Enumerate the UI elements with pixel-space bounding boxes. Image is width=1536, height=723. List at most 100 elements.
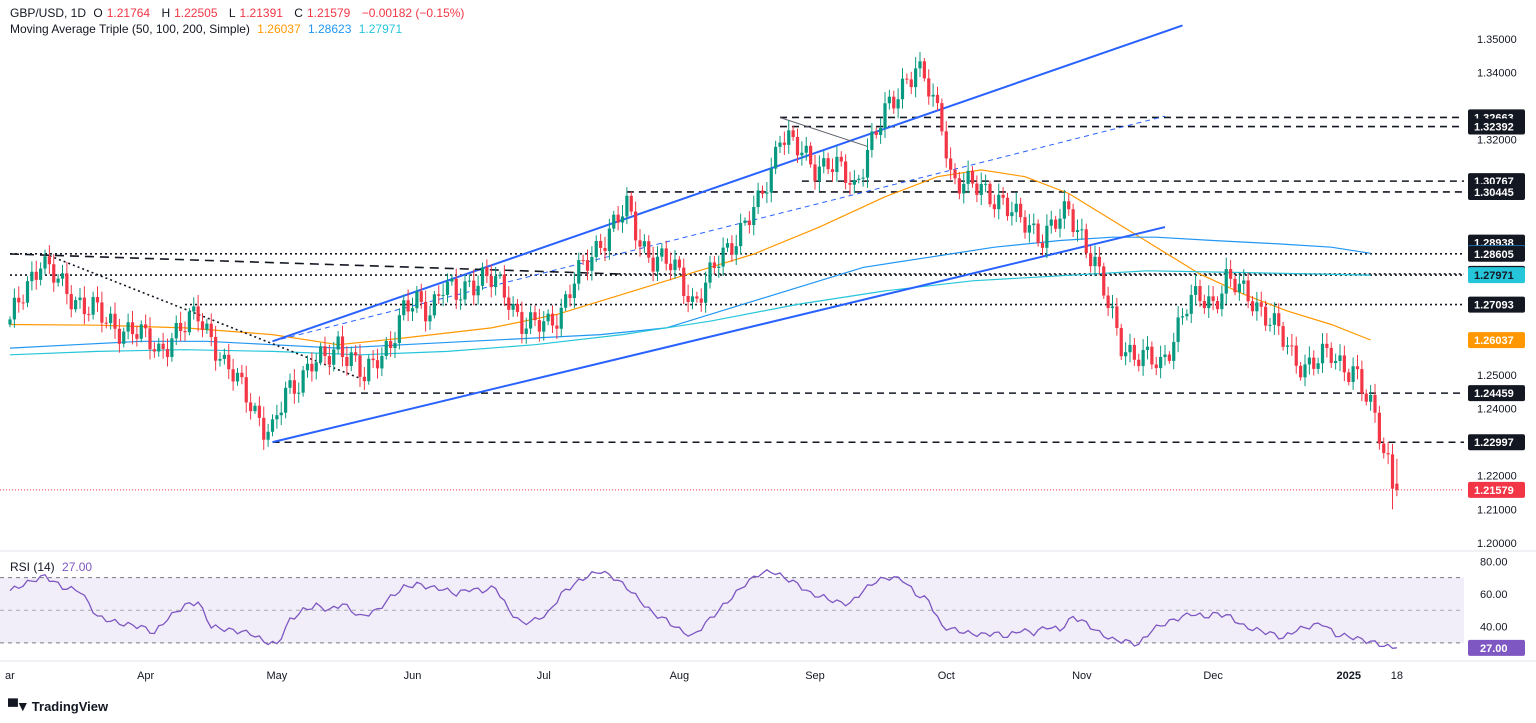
candle-body [288, 380, 292, 388]
candle-body [607, 228, 611, 252]
rsi-line [9, 569, 1397, 649]
candle [1373, 383, 1377, 423]
symbol-title[interactable]: GBP/USD, 1D [10, 6, 87, 20]
candle [1268, 317, 1272, 332]
candle-body [56, 278, 60, 283]
candle [1141, 339, 1145, 376]
candle-body [581, 260, 585, 262]
candle-body [52, 264, 56, 283]
candle [222, 348, 226, 365]
candle-body [113, 313, 117, 329]
candle [1255, 291, 1259, 321]
candle [655, 246, 660, 282]
candle-body [795, 137, 800, 156]
candle [524, 317, 528, 344]
candle-body [454, 278, 458, 300]
candle [1014, 192, 1018, 223]
candle [1272, 302, 1276, 335]
candle-body [861, 177, 865, 179]
candle [165, 338, 170, 367]
candle-body [1176, 317, 1180, 342]
candle [1119, 323, 1123, 361]
candle [1211, 286, 1215, 311]
candle [1307, 346, 1311, 375]
candle [8, 316, 12, 328]
candle [1229, 259, 1233, 288]
candle [970, 166, 975, 188]
candle-body [1229, 269, 1233, 279]
candle [323, 336, 327, 365]
time-axis-label: Apr [137, 670, 154, 682]
candle [607, 218, 611, 260]
candle-body [1124, 352, 1128, 357]
candle-body [577, 260, 581, 284]
candle-body [39, 268, 43, 280]
candle [844, 154, 848, 190]
candle [826, 152, 830, 175]
candle [909, 71, 913, 94]
price-label-box [1468, 118, 1525, 135]
candle-body [349, 352, 353, 366]
candle [760, 185, 765, 199]
tradingview-logo[interactable]: ▀▼ TradingView [8, 698, 108, 714]
candle-body [599, 241, 603, 248]
candle-body [730, 243, 734, 255]
candle [874, 127, 878, 139]
candle [1005, 192, 1010, 221]
candle [1150, 341, 1154, 370]
candle [1023, 210, 1027, 239]
candle-body [1202, 301, 1206, 309]
candle [87, 306, 91, 322]
candle [559, 298, 563, 337]
candle [389, 331, 393, 357]
candle-body [227, 354, 231, 370]
rsi-title[interactable]: RSI (14) [10, 560, 55, 574]
ma-indicator-title[interactable]: Moving Average Triple (50, 100, 200, Sim… [10, 22, 250, 36]
candle-body [445, 281, 450, 295]
candle-body [905, 78, 909, 80]
candle-body [616, 214, 620, 223]
candle [214, 325, 218, 371]
candle-body [546, 313, 550, 322]
candle-body [782, 142, 786, 145]
candle [1395, 458, 1399, 497]
candle-body [804, 145, 808, 153]
candle [489, 264, 493, 298]
candle [625, 187, 629, 225]
candle [651, 246, 655, 282]
candle [441, 283, 445, 307]
candle [78, 287, 82, 309]
candle [52, 254, 56, 292]
candle [1237, 274, 1241, 301]
candle-body [822, 158, 826, 167]
candle-body [896, 99, 900, 109]
price-label-box [1468, 183, 1525, 200]
candle [515, 299, 520, 317]
candle-body [95, 297, 100, 303]
candle [288, 373, 292, 394]
candle [332, 342, 336, 372]
candle [669, 252, 673, 281]
candle-body [314, 362, 318, 372]
price-axis-tick: 1.32000 [1477, 135, 1517, 147]
candle [122, 327, 126, 348]
candle [883, 92, 887, 139]
candle [660, 243, 664, 262]
candle [74, 296, 78, 313]
candle-body [708, 262, 712, 283]
candle-body [1316, 363, 1320, 369]
ma100-line [9, 236, 1371, 349]
candle [1093, 245, 1097, 277]
candle [1277, 303, 1281, 336]
candle [585, 249, 590, 281]
candle-body [332, 349, 336, 365]
candle-body [962, 183, 966, 194]
candle-body [340, 336, 345, 358]
candle-body [900, 78, 905, 100]
candle-body [1250, 301, 1255, 312]
candle-body [1294, 345, 1298, 366]
candle-body [927, 78, 931, 97]
candle-body [870, 131, 874, 150]
candle-body [1071, 209, 1075, 233]
